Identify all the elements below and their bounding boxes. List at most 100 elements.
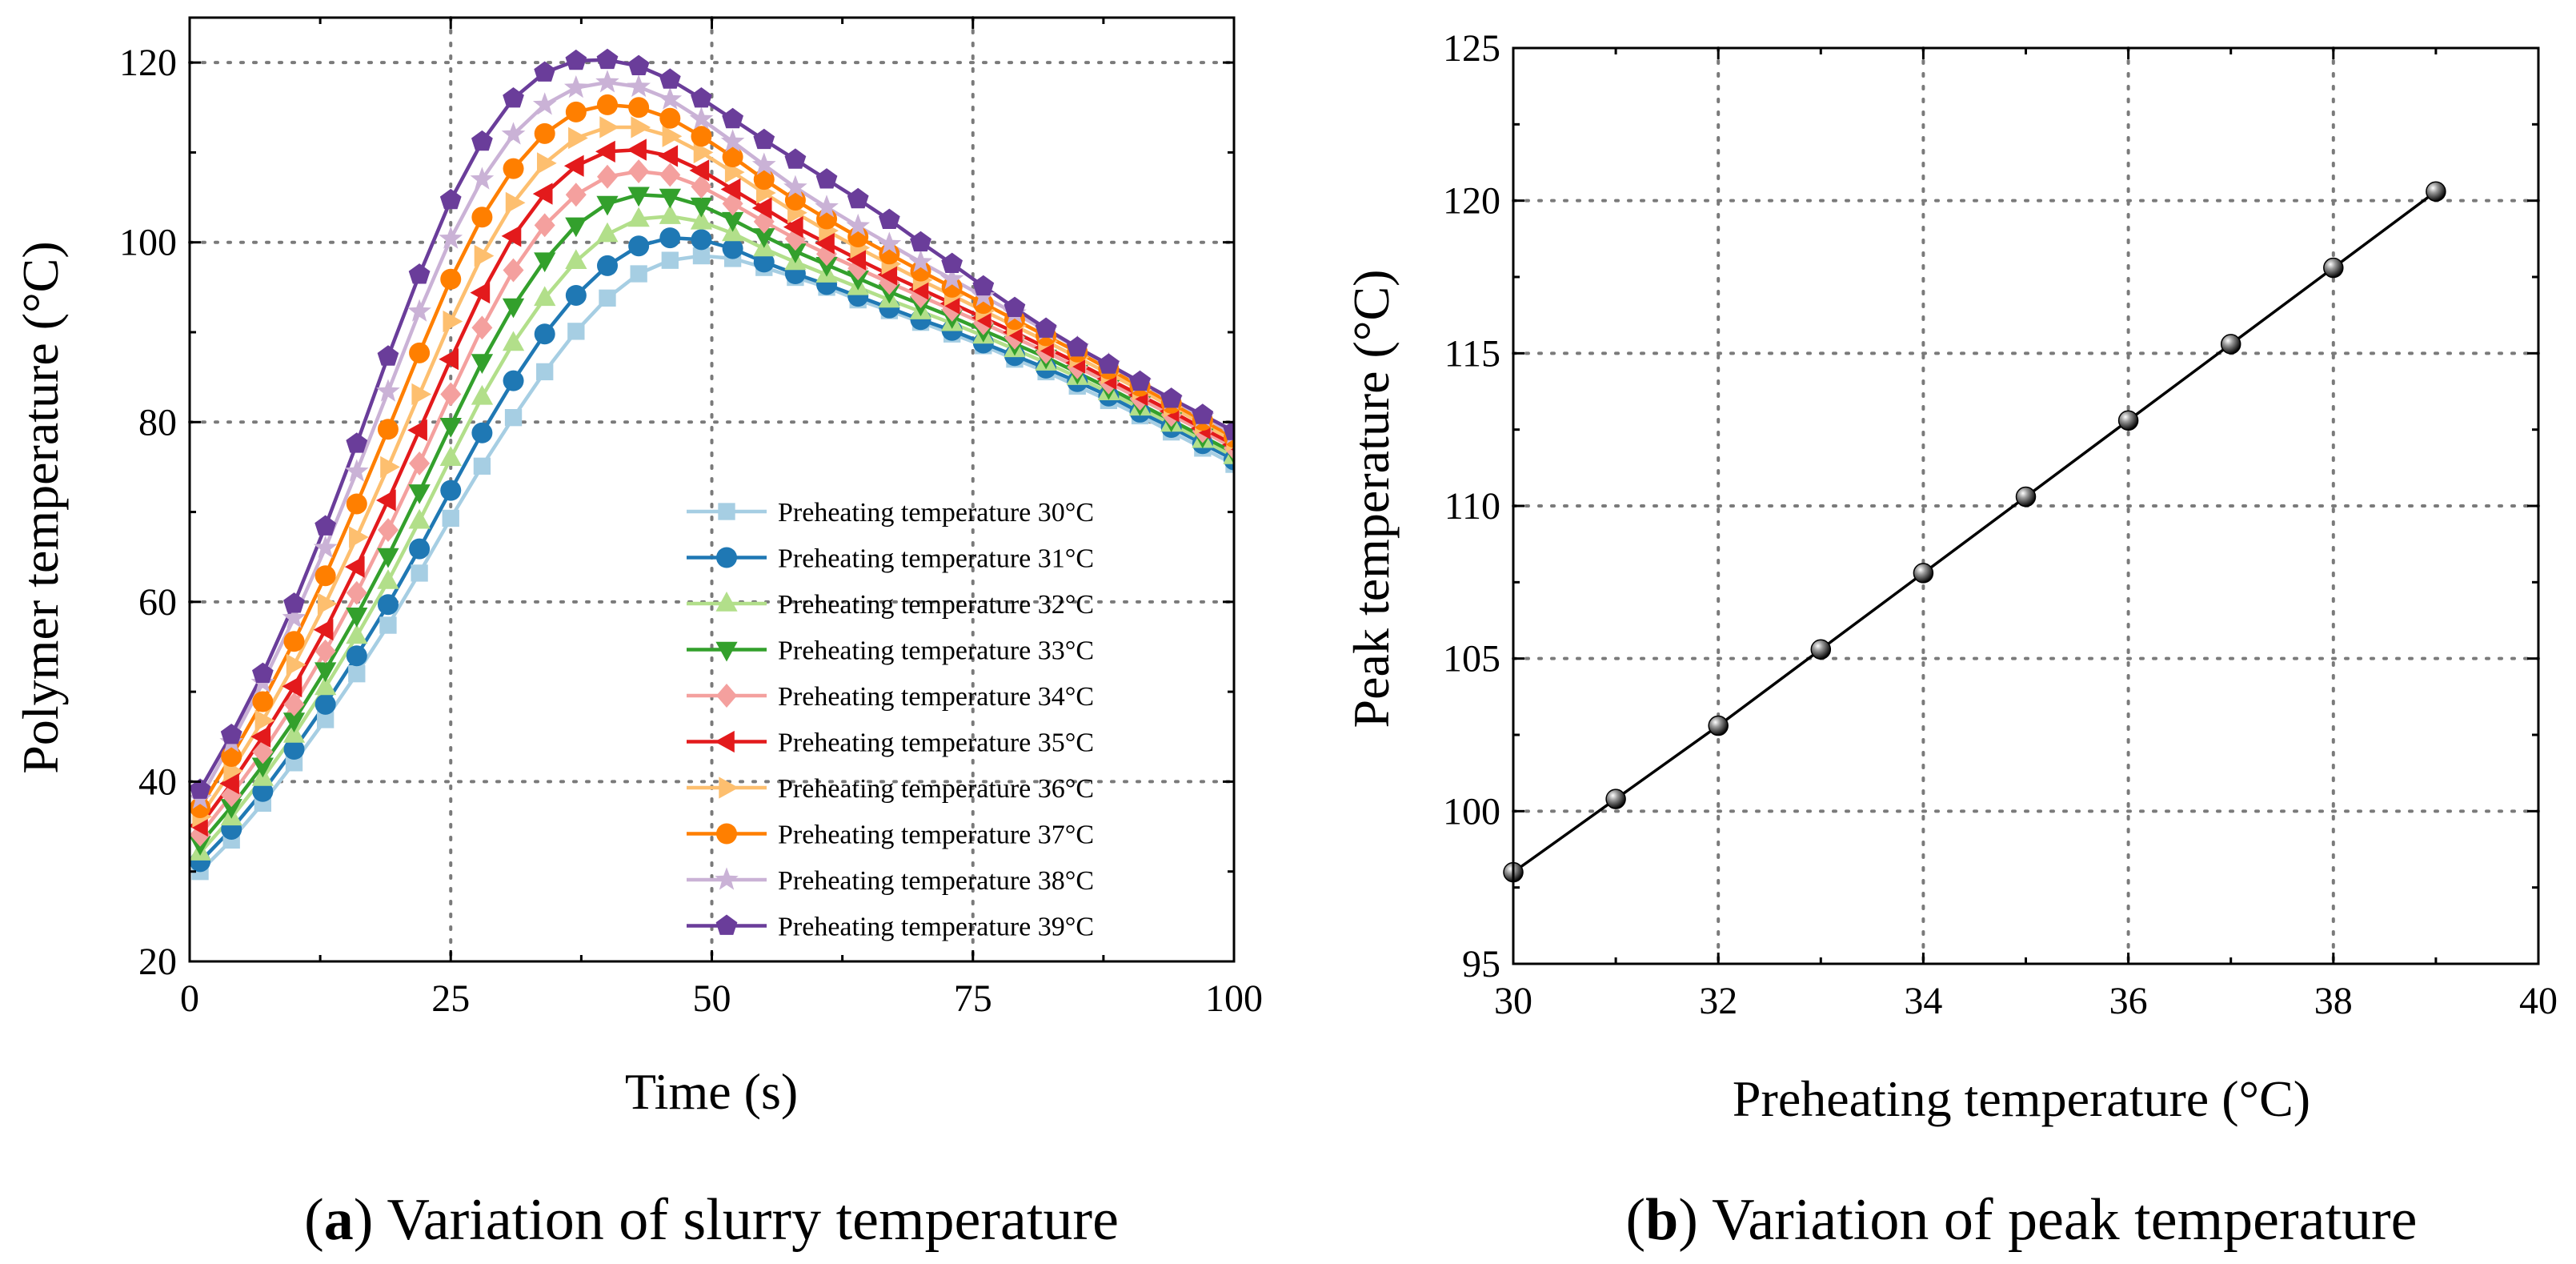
chart-a-series-4-point	[690, 197, 713, 218]
chart-b-ylabel: Peak temperature (°C)	[1343, 270, 1400, 728]
chart-a-series-9-point	[815, 195, 839, 218]
chart-a-series-8-point	[409, 342, 431, 363]
chart-a-series-6-point	[250, 725, 271, 748]
chart-a-series-10-point	[627, 54, 650, 75]
chart-a-series-7-point	[599, 116, 619, 138]
chart-a-series-8-point	[252, 691, 274, 712]
chart-a-series-6-point	[439, 348, 459, 371]
chart-a-series-1-point	[442, 509, 459, 528]
chart-a-legend-entry-8: Preheating temperature 37°C	[778, 821, 1094, 850]
chart-a-series-line-5	[198, 169, 1234, 837]
chart-a-caption: (a) Variation of slurry temperature	[304, 1187, 1119, 1253]
chart-a-series-4-point	[439, 418, 462, 438]
chart-a-series-8-point	[722, 146, 743, 168]
chart-a-series-7-point	[349, 526, 369, 548]
chart-a-series-9-point	[908, 249, 933, 272]
chart-a-series-10-point	[1098, 353, 1120, 374]
chart-a-series-8-point	[972, 293, 994, 315]
chart-a-legend-entry-3: Preheating temperature 32°C	[778, 590, 1094, 620]
chart-a-series-6-point	[563, 154, 584, 177]
chart-a-series-4-point	[815, 257, 838, 277]
chart-a-legend-marker-7	[719, 776, 739, 799]
chart-a-series-5-point	[565, 183, 587, 207]
chart-a-legend: Preheating temperature 30°C Preheating te…	[687, 498, 1094, 942]
chart-a-series-6-point	[313, 619, 334, 641]
chart-a-series-6-point	[689, 159, 710, 182]
chart-a-series-7-point	[317, 592, 338, 615]
chart-a-series-5-point	[440, 382, 462, 407]
chart-a-series-3-point	[534, 286, 556, 307]
chart-a-series-1-point	[661, 251, 679, 269]
chart-a-series-2-point	[534, 323, 555, 345]
chart-a-ytick-label: 80	[138, 401, 177, 443]
chart-a-series-5-point	[190, 822, 211, 847]
chart-a-series-4-point	[471, 354, 494, 374]
chart-a-series-9-point	[627, 74, 651, 98]
chart-a-series-6-point	[219, 772, 239, 795]
chart-a-ytick-label: 100	[119, 222, 177, 264]
chart-b-caption-open: (	[1625, 1187, 1645, 1253]
chart-a-series-2-point	[440, 480, 462, 501]
chart-a-series-line-8	[198, 102, 1234, 809]
chart-a-series-10-point	[534, 61, 556, 82]
chart-a-caption-letter: a	[324, 1187, 354, 1253]
chart-a-series-7-point	[380, 455, 400, 479]
chart-a-series-9-point	[439, 226, 463, 249]
chart-a-series-5-point	[691, 175, 712, 199]
chart-a-series-10-point	[283, 592, 305, 613]
chart-a-series-1-point	[567, 323, 585, 340]
chart-a-ytick-label: 60	[138, 581, 177, 624]
chart-a-series-line-4	[198, 192, 1234, 845]
chart-a-series-1-point	[316, 711, 335, 728]
chart-a-series-9-point	[595, 70, 619, 93]
chart-b: 30 32 34 36 38 40 95 100 105 110 115 120 125 Peak te…	[1343, 27, 2558, 1253]
chart-a-series-9-point	[720, 129, 745, 152]
chart-a-series-10-point	[565, 49, 587, 70]
chart-a-series-2-point	[409, 538, 431, 560]
chart-a-xtick-label: 50	[693, 977, 731, 1020]
chart-a-series-10-point	[471, 130, 493, 151]
chart-a-series-5-point	[847, 256, 869, 281]
chart-b-xtick-label: 36	[2109, 980, 2148, 1022]
chart-a-legend-marker-9	[715, 867, 739, 890]
chart-b-caption-letter: b	[1645, 1187, 1678, 1253]
chart-a-series-7-point	[537, 152, 557, 175]
chart-a-series-10-point	[691, 87, 712, 108]
chart-a-series-7-point	[693, 141, 714, 164]
chart-a-series-9-point	[407, 299, 431, 322]
chart-a-series-10-point	[314, 515, 336, 536]
chart-a-series-1-point	[504, 409, 523, 427]
chart-a-series-9-point	[689, 106, 714, 130]
chart-a-series-7-point	[505, 191, 526, 214]
chart-a-ytick-label: 120	[119, 42, 177, 84]
chart-a-series-9-point	[658, 86, 683, 110]
chart-a-series-1-point	[473, 457, 491, 475]
chart-a-series-10-point	[722, 107, 743, 129]
chart-a-series-2-point	[283, 739, 305, 760]
chart-a-series-1-point	[379, 616, 397, 634]
chart-a-series-10-point	[910, 231, 931, 252]
chart-a-series-4-point	[596, 195, 619, 216]
chart-b-point	[1708, 715, 1729, 736]
chart-b-point	[2323, 257, 2344, 279]
chart-a-legend-marker-1	[718, 503, 735, 520]
chart-b-series-line	[1512, 190, 2437, 874]
chart-a-series-8-point	[221, 745, 242, 767]
chart-a-series-1-point	[411, 564, 428, 582]
chart-b-caption-text: ) Variation of peak temperature	[1678, 1187, 2417, 1253]
chart-a-series-5-point	[221, 783, 242, 808]
chart-a-series-7-point	[411, 383, 432, 406]
chart-b-axes: 30 32 34 36 38 40 95 100 105 110 115 120 125	[1443, 27, 2558, 1022]
chart-a-series-5-point	[910, 284, 931, 308]
chart-a-legend-entry-2: Preheating temperature 31°C	[778, 544, 1094, 574]
chart-a-series-3-point	[596, 222, 619, 243]
chart-a-series-10-point	[1160, 387, 1183, 408]
chart-b-ytick-label: 120	[1443, 180, 1500, 223]
chart-a-series-9-point	[939, 267, 964, 290]
chart-a-series-10-point	[596, 48, 619, 70]
chart-a-series-3-point	[659, 204, 681, 224]
chart-a-series-10-point	[190, 778, 211, 799]
chart-a-series-5-point	[252, 740, 274, 764]
chart-a-legend-marker-2	[716, 547, 737, 568]
